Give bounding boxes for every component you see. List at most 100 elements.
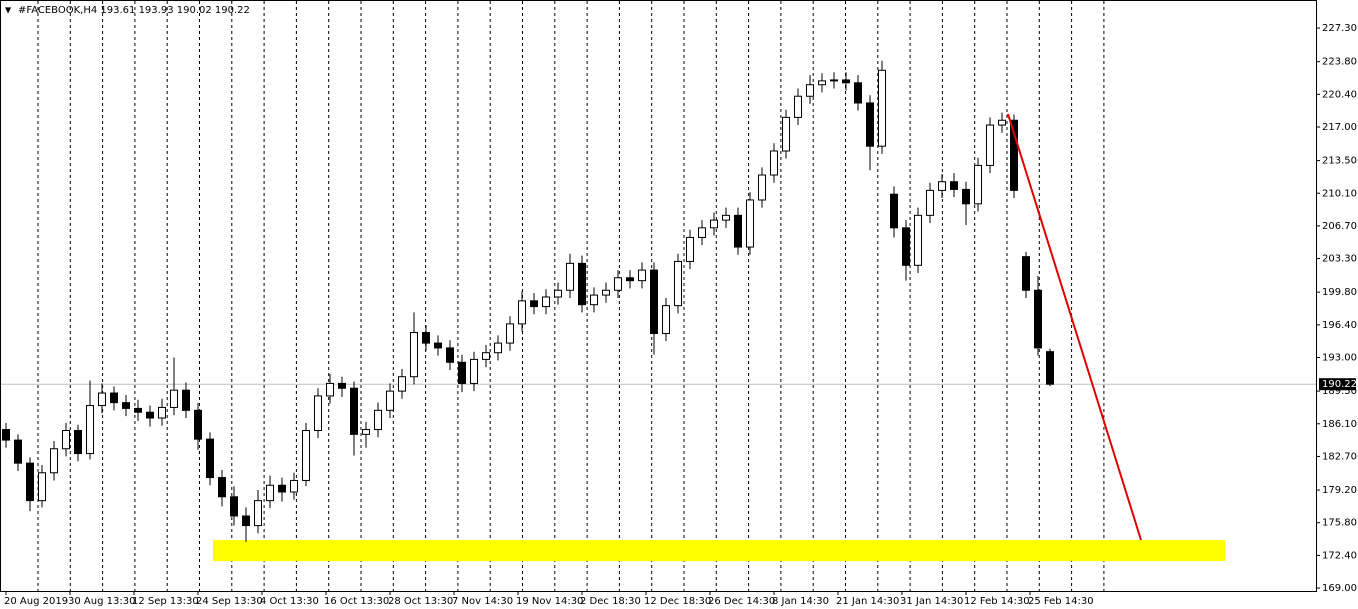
y-tick-label: 220.40 (1322, 89, 1357, 100)
candle-body (698, 227, 706, 238)
candle-body (722, 214, 730, 221)
candle-body (974, 164, 982, 205)
candle-body (542, 296, 550, 308)
candle-body (818, 80, 826, 86)
candle-body (686, 236, 694, 262)
candle-body (374, 409, 382, 431)
candle-body (506, 323, 514, 344)
candle-body (854, 82, 862, 104)
candle-body (1034, 289, 1042, 349)
candle-body (674, 260, 682, 307)
price-tag-label: 190.22 (1322, 379, 1357, 390)
candle-body (206, 438, 214, 479)
candle-body (362, 429, 370, 435)
candle-body (242, 515, 250, 527)
candle-body (662, 305, 670, 334)
x-tick-label: 20 Aug 2019 (4, 596, 68, 607)
candle-body (938, 181, 946, 191)
candle-body (470, 358, 478, 384)
support-zone (213, 539, 1225, 562)
candle-body (194, 409, 202, 440)
candle-body (710, 219, 718, 229)
candle-body (314, 395, 322, 431)
candle-body (626, 277, 634, 282)
x-tick-label: 12 Feb 14:30 (964, 596, 1030, 607)
y-tick-label: 179.20 (1322, 485, 1357, 496)
y-tick-label: 172.40 (1322, 550, 1357, 561)
candle-body (170, 389, 178, 408)
x-tick-label: 19 Nov 14:30 (516, 596, 583, 607)
candle-body (158, 406, 166, 419)
candle-body (890, 193, 898, 229)
x-tick-label: 30 Aug 13:30 (68, 596, 135, 607)
candle-body (266, 484, 274, 502)
candle-body (50, 448, 58, 474)
candle-body (1022, 256, 1030, 291)
candle-body (758, 174, 766, 201)
candle-body (830, 79, 838, 82)
candle-body (386, 390, 394, 411)
x-tick-label: 4 Oct 13:30 (260, 596, 319, 607)
x-tick-label: 28 Oct 13:30 (388, 596, 453, 607)
chart-title: #FACEBOOK,H4 193.61 193.93 190.02 190.22 (18, 5, 250, 16)
candle-body (842, 79, 850, 84)
y-tick-label: 203.30 (1322, 254, 1357, 265)
candle-body (1010, 119, 1018, 191)
x-tick-label: 2 Dec 18:30 (580, 596, 641, 607)
candle-body (482, 352, 490, 360)
candle-body (782, 116, 790, 152)
candle-body (2, 429, 10, 441)
menu-arrow: ▼ (5, 6, 12, 15)
candle-body (926, 189, 934, 216)
candle-body (86, 405, 94, 455)
y-tick-label: 227.30 (1322, 23, 1357, 34)
candle-body (74, 429, 82, 455)
candle-body (806, 84, 814, 97)
candle-body (350, 387, 358, 435)
y-tick-label: 213.50 (1322, 156, 1357, 167)
price-tag (1319, 378, 1356, 391)
candle-body (590, 294, 598, 306)
x-tick-label: 25 Feb 14:30 (1028, 596, 1094, 607)
candle-body (422, 332, 430, 344)
candle-body (962, 188, 970, 205)
y-tick-label: 182.70 (1322, 451, 1357, 462)
candle-body (338, 382, 346, 389)
y-tick-label: 189.50 (1322, 386, 1357, 397)
candle-body (866, 102, 874, 147)
candle-body (494, 342, 502, 354)
x-tick-label: 31 Jan 14:30 (900, 596, 963, 607)
candle-body (62, 429, 70, 450)
candle-body (410, 332, 418, 378)
candle-body (446, 347, 454, 363)
y-tick-label: 186.10 (1322, 419, 1357, 430)
candle-body (14, 439, 22, 464)
candle-body (326, 382, 334, 397)
y-tick-label: 169.00 (1322, 583, 1357, 594)
x-tick-label: 24 Sep 13:30 (196, 596, 263, 607)
candle-body (254, 500, 262, 527)
candle-body (434, 342, 442, 349)
plot-frame (0, 0, 1317, 592)
y-tick-label: 199.80 (1322, 287, 1357, 298)
candle-body (230, 496, 238, 517)
y-tick-label: 223.80 (1322, 57, 1357, 68)
x-tick-label: 16 Oct 13:30 (324, 596, 389, 607)
y-tick-label: 217.00 (1322, 122, 1357, 133)
candle-body (914, 214, 922, 266)
candle-body (566, 262, 574, 291)
y-tick-label: 193.00 (1322, 353, 1357, 364)
candle-body (878, 69, 886, 147)
candle-body (26, 462, 34, 502)
candle-body (458, 361, 466, 384)
candle-body (530, 300, 538, 308)
candle-body (746, 199, 754, 248)
trend-line (1007, 113, 1142, 541)
x-tick-label: 8 Jan 14:30 (772, 596, 829, 607)
x-tick-label: 21 Jan 14:30 (836, 596, 899, 607)
y-tick-label: 210.10 (1322, 188, 1357, 199)
candle-body (794, 95, 802, 118)
candle-body (638, 269, 646, 282)
x-tick-label: 26 Dec 14:30 (708, 596, 775, 607)
candle-body (578, 262, 586, 306)
